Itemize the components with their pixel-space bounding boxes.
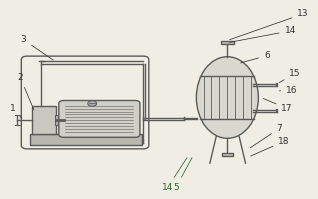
Bar (32, 106, 56, 134)
Text: 14: 14 (230, 26, 296, 42)
Text: 7: 7 (250, 124, 282, 148)
Bar (55, 115, 59, 125)
FancyBboxPatch shape (59, 100, 140, 137)
Text: 6: 6 (240, 51, 270, 63)
Text: 2: 2 (17, 73, 34, 110)
Text: 15: 15 (279, 69, 301, 83)
Text: 16: 16 (280, 86, 298, 95)
Text: 18: 18 (251, 137, 290, 156)
Text: 17: 17 (263, 99, 293, 113)
Text: 14: 14 (162, 158, 187, 192)
Ellipse shape (196, 57, 258, 138)
Text: 3: 3 (21, 35, 53, 60)
Bar (222, 153, 233, 156)
Bar (221, 41, 234, 44)
Bar (30, 134, 142, 145)
Text: 1: 1 (10, 104, 22, 118)
Text: 13: 13 (230, 9, 309, 40)
Text: 5: 5 (173, 158, 192, 192)
Circle shape (88, 101, 97, 106)
